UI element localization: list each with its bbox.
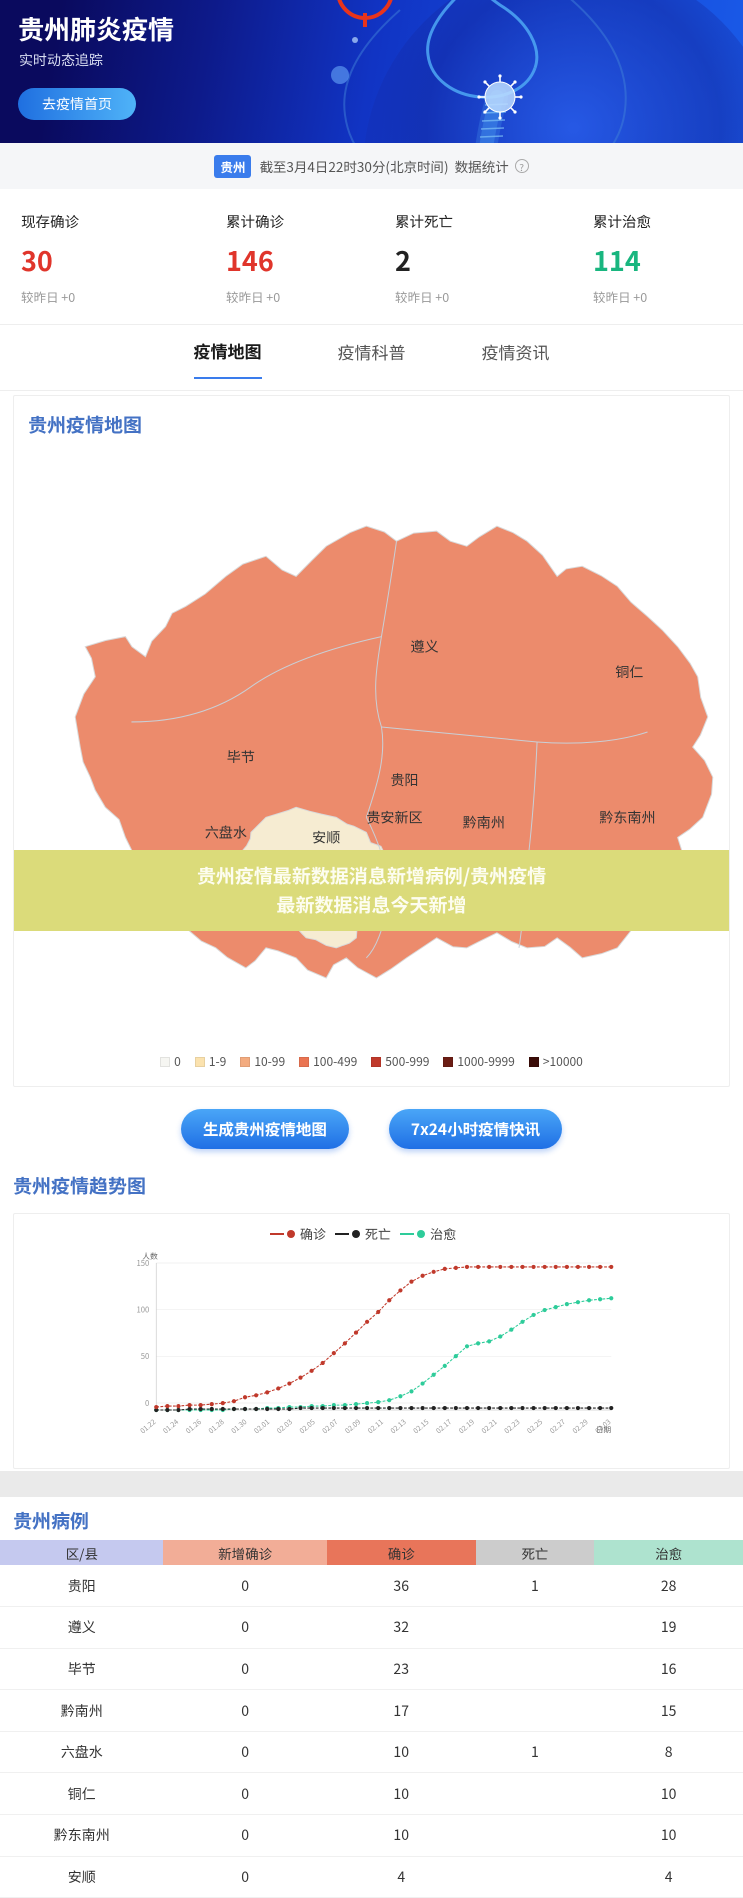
- svg-text:02.07: 02.07: [320, 1417, 340, 1436]
- svg-text:贵安新区: 贵安新区: [366, 807, 422, 827]
- svg-text:0: 0: [145, 1398, 149, 1409]
- svg-text:铜仁: 铜仁: [615, 662, 643, 682]
- svg-text:02.27: 02.27: [548, 1417, 568, 1436]
- svg-text:毕节: 毕节: [227, 747, 255, 767]
- svg-text:02.29: 02.29: [571, 1417, 591, 1436]
- svg-text:02.23: 02.23: [502, 1417, 522, 1436]
- svg-text:02.03: 02.03: [275, 1417, 295, 1436]
- svg-text:遵义: 遵义: [411, 637, 439, 657]
- svg-text:六盘水: 六盘水: [205, 822, 247, 842]
- svg-text:02.15: 02.15: [411, 1417, 431, 1436]
- svg-text:贵阳: 贵阳: [390, 770, 418, 790]
- svg-text:02.11: 02.11: [366, 1417, 386, 1436]
- svg-text:02.09: 02.09: [343, 1417, 363, 1436]
- svg-text:50: 50: [141, 1351, 150, 1362]
- svg-text:02.25: 02.25: [525, 1417, 545, 1436]
- svg-text:01.26: 01.26: [184, 1417, 204, 1436]
- svg-text:01.22: 01.22: [138, 1417, 158, 1436]
- svg-text:黔南州: 黔南州: [463, 812, 505, 832]
- svg-text:02.21: 02.21: [480, 1417, 500, 1436]
- svg-text:02.13: 02.13: [389, 1417, 409, 1436]
- svg-text:02.05: 02.05: [298, 1417, 318, 1436]
- svg-text:02.17: 02.17: [434, 1417, 454, 1436]
- svg-text:01.28: 01.28: [207, 1417, 227, 1436]
- svg-text:02.01: 02.01: [252, 1417, 272, 1436]
- svg-text:01.30: 01.30: [229, 1417, 249, 1436]
- svg-text:黔东南州: 黔东南州: [599, 807, 655, 827]
- svg-text:150: 150: [136, 1258, 149, 1269]
- svg-text:02.19: 02.19: [457, 1417, 477, 1436]
- svg-text:100: 100: [136, 1304, 149, 1315]
- svg-text:01.24: 01.24: [161, 1417, 181, 1436]
- svg-text:安顺: 安顺: [312, 827, 340, 847]
